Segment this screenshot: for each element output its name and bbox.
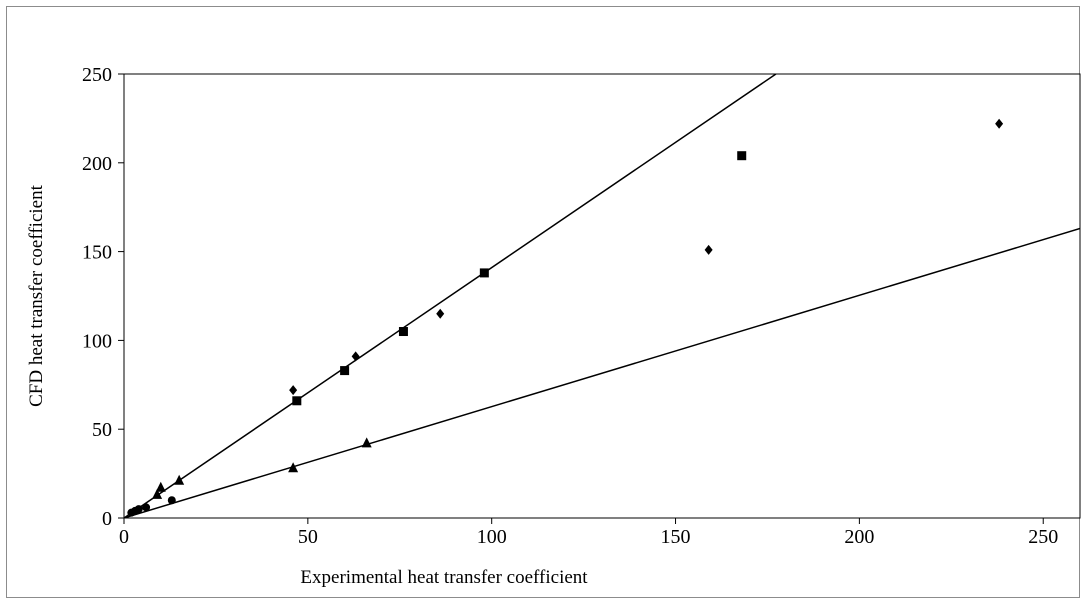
x-tick-label: 200 — [844, 526, 874, 548]
triangle-marker — [152, 488, 163, 499]
circle-marker — [142, 503, 151, 512]
reference-lines — [124, 74, 1080, 518]
triangle-marker — [155, 481, 166, 492]
square-marker — [479, 268, 489, 278]
reference-line-2 — [124, 227, 1080, 518]
diamond-marker — [995, 118, 1004, 129]
diamond-marker — [289, 385, 298, 396]
circle-marker — [134, 505, 143, 514]
plot-area — [123, 73, 1081, 519]
y-tick-label: 100 — [82, 330, 112, 352]
y-axis-ticks: 0 50 100 150 200 250 — [82, 64, 124, 530]
x-tick-label: 0 — [119, 526, 129, 548]
x-tick-label: 50 — [298, 526, 318, 548]
diamond-marker — [704, 244, 713, 255]
circle-marker — [167, 496, 176, 505]
y-tick-label: 250 — [82, 64, 112, 86]
x-tick-label: 100 — [477, 526, 507, 548]
data-markers — [127, 118, 1004, 517]
x-tick-label: 250 — [1028, 526, 1058, 548]
y-tick-label: 200 — [82, 153, 112, 175]
triangle-marker — [288, 462, 299, 473]
triangle-marker — [174, 474, 185, 485]
square-marker — [340, 366, 350, 376]
y-axis-title: CFD heat transfer coefficient — [26, 184, 47, 406]
triangle-marker — [361, 437, 372, 448]
x-tick-label: 150 — [661, 526, 691, 548]
diamond-marker — [436, 308, 445, 319]
square-marker — [292, 396, 302, 406]
reference-line-1 — [124, 74, 777, 518]
diamond-marker — [351, 351, 360, 362]
y-tick-label: 50 — [92, 419, 112, 441]
x-axis-title: Experimental heat transfer coefficient — [300, 567, 588, 588]
square-marker — [737, 151, 747, 161]
y-tick-label: 150 — [82, 242, 112, 264]
y-tick-label: 0 — [102, 508, 112, 530]
x-axis-ticks: 0 50 100 150 200 250 — [119, 518, 1058, 548]
square-marker — [398, 327, 408, 337]
